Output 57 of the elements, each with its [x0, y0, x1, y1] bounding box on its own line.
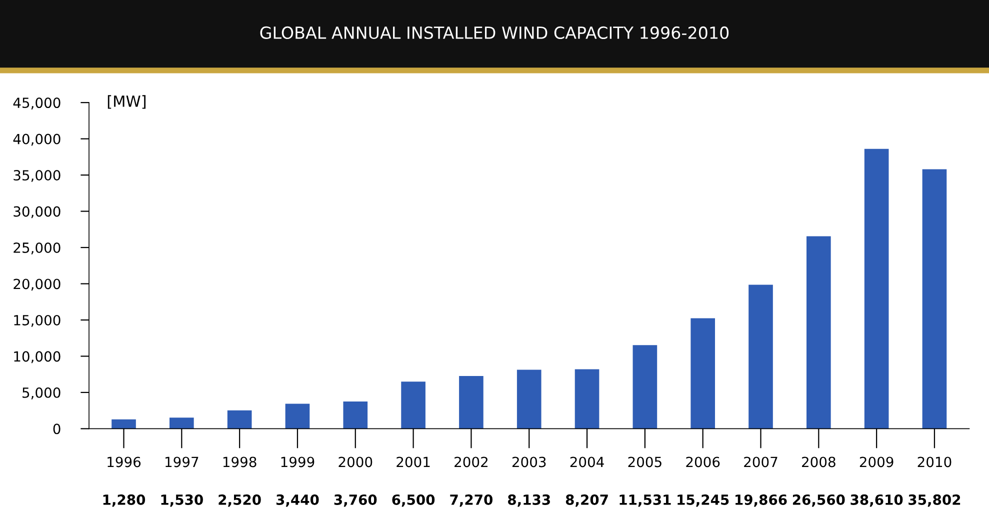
bar: [459, 376, 484, 429]
y-tick-label: 10,000: [14, 351, 60, 364]
data-label: 26,560: [792, 494, 845, 507]
x-tick-label: 2001: [396, 456, 430, 468]
bar: [170, 418, 194, 429]
bar: [285, 404, 310, 429]
y-tick-label: 15,000: [14, 314, 60, 327]
data-label: 35,802: [908, 494, 960, 507]
x-tick-label: 1997: [166, 456, 198, 468]
data-label: 3,760: [334, 494, 377, 507]
x-tick-label: 2009: [860, 456, 894, 468]
bar: [112, 419, 136, 429]
x-tick-label: 2000: [338, 456, 372, 468]
bar: [343, 401, 368, 429]
x-tick-label: 2010: [918, 456, 952, 468]
data-label: 1,280: [103, 494, 146, 507]
y-tick-label: 30,000: [14, 206, 60, 218]
bar: [748, 284, 773, 429]
x-tick-label: 2004: [570, 456, 604, 468]
y-tick-label: 45,000: [13, 98, 60, 110]
data-label: 8,207: [566, 494, 608, 507]
chart-title: GLOBAL ANNUAL INSTALLED WIND CAPACITY 1996-2010: [260, 26, 729, 40]
y-tick-label: 25,000: [14, 242, 60, 254]
data-label: 1,530: [161, 494, 203, 507]
bar: [806, 236, 831, 429]
x-tick-label: 1998: [223, 456, 256, 468]
y-tick-label: 5,000: [22, 387, 60, 400]
y-tick-label: 20,000: [14, 278, 60, 291]
data-label: 19,866: [736, 494, 787, 507]
y-tick-label: 40,000: [13, 134, 60, 146]
bar: [227, 410, 252, 429]
y-tick-label: 35,000: [14, 170, 60, 182]
data-label: 3,440: [276, 494, 319, 507]
y-axis-title: [MW]: [108, 95, 146, 109]
data-label: 8,133: [508, 494, 550, 507]
x-tick-label: 1996: [108, 456, 141, 468]
bar: [922, 169, 947, 429]
data-label: 38,610: [850, 494, 903, 507]
x-tick-label: 2002: [454, 456, 488, 468]
data-label: 2,520: [218, 494, 261, 507]
bar: [574, 369, 600, 429]
y-tick-label: 0: [53, 424, 60, 434]
x-tick-label: 2007: [744, 456, 778, 468]
x-tick-label: 2008: [802, 456, 836, 468]
x-tick-label: 1999: [281, 456, 314, 468]
bar: [864, 148, 889, 429]
data-label: 15,245: [678, 494, 729, 507]
data-label: 11,531: [620, 494, 671, 507]
bar: [401, 382, 426, 429]
bar: [516, 370, 542, 429]
x-tick-label: 2005: [628, 456, 662, 468]
bar: [632, 345, 658, 429]
data-label: 7,270: [450, 494, 493, 507]
data-label: 6,500: [392, 494, 435, 507]
x-tick-label: 2006: [686, 456, 720, 468]
x-tick-label: 2003: [512, 456, 546, 468]
bar: [690, 318, 715, 429]
